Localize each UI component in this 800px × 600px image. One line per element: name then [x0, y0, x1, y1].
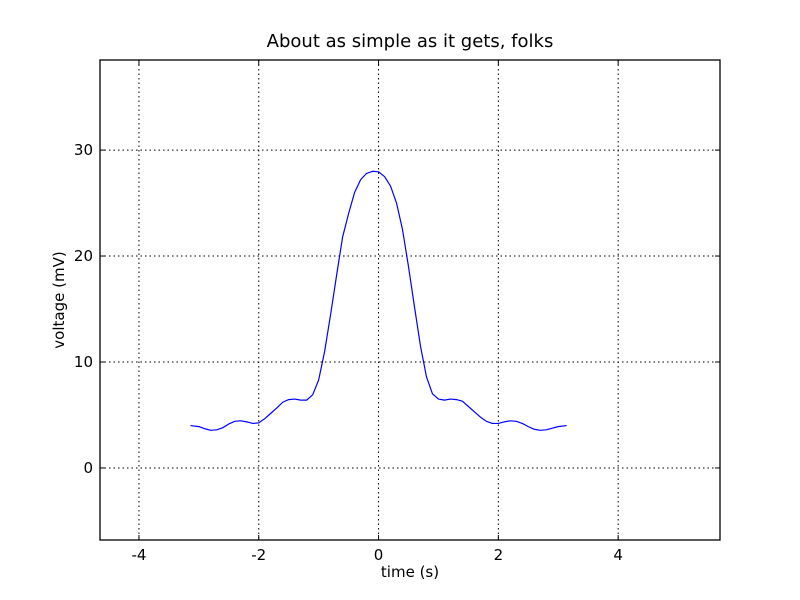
y-tick-label: 30 [74, 141, 93, 159]
plot-area [100, 60, 720, 540]
x-tick-label: -4 [131, 546, 146, 564]
x-tick-label: 4 [613, 546, 623, 564]
voltage-line [190, 170, 567, 431]
x-tick-label: 0 [374, 546, 384, 564]
grid [100, 60, 720, 540]
y-tick-label: 10 [74, 353, 93, 371]
y-axis-label: voltage (mV) [50, 251, 68, 348]
y-tick-label: 0 [83, 459, 93, 477]
ticks: -4 -2 0 2 4 0 10 20 30 [74, 60, 720, 564]
y-tick-label: 20 [74, 247, 93, 265]
x-tick-label: 2 [494, 546, 504, 564]
chart-title: About as simple as it gets, folks [267, 31, 554, 52]
x-axis-label: time (s) [381, 563, 439, 581]
series-layer [190, 170, 567, 431]
x-tick-label: -2 [251, 546, 266, 564]
plot-frame [99, 59, 721, 541]
